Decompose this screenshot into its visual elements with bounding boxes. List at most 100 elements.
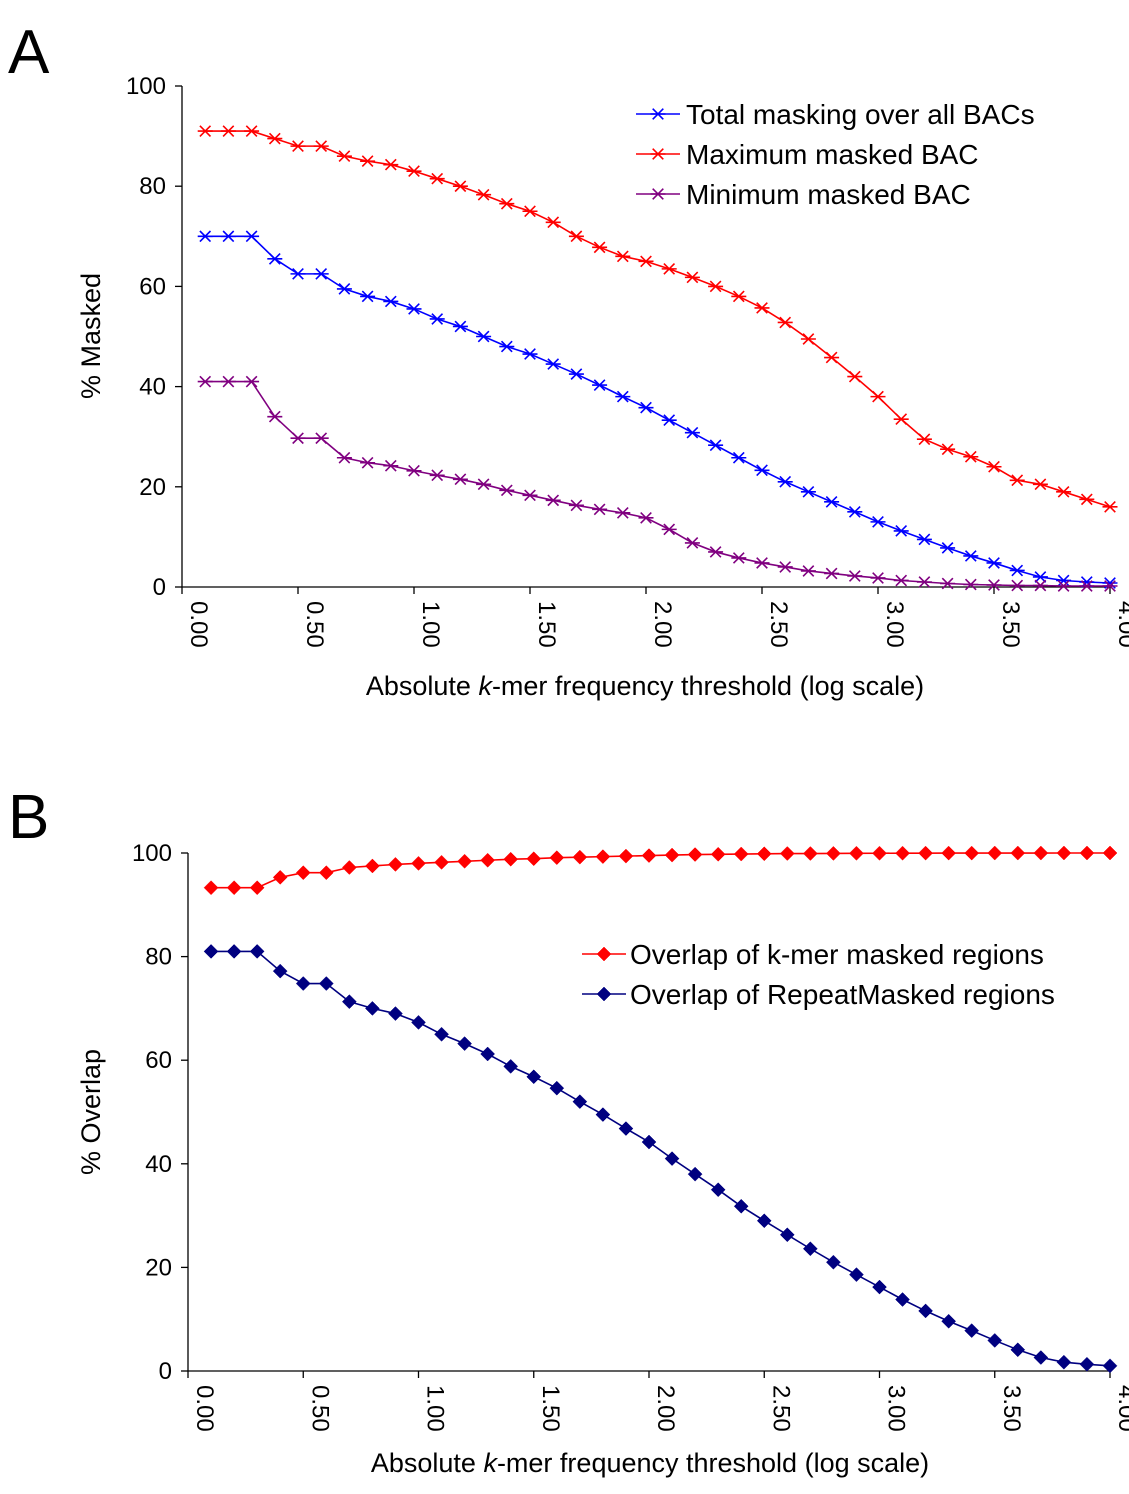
y-tick-label: 20 [139,474,166,501]
data-point [708,280,724,293]
data-point [731,552,747,564]
x-axis-title-part: Absolute [366,671,479,701]
data-point [870,516,886,528]
data-point [918,1303,933,1319]
y-tick-label: 60 [139,273,166,300]
legend-entry: Minimum masked BAC [636,179,971,210]
data-point [964,1323,980,1338]
data-point [313,140,329,152]
data-point [1056,485,1072,498]
data-point [687,1166,703,1182]
data-point [476,478,492,491]
data-point [434,1026,449,1042]
data-point [1032,478,1048,491]
x-tick-label: 0.00 [191,1385,218,1432]
data-point [802,846,818,861]
series-overlap-of-k-mer-masked-regions [203,845,1118,896]
data-point [963,550,979,562]
data-point [267,252,283,265]
data-point [267,132,283,145]
data-point [916,576,932,588]
data-point [986,557,1002,569]
data-point [592,503,608,516]
data-point [595,849,611,864]
data-point [964,845,980,861]
panel-b: B % Overlap Absolute k-mer frequency thr… [8,783,1129,1478]
data-point [733,846,749,862]
x-axis-title-k: k [483,1448,498,1478]
data-point [986,579,1002,591]
data-point [710,846,726,862]
data-point [226,944,242,959]
data-point [383,158,399,171]
data-point [522,205,538,218]
data-point [476,188,492,201]
data-point [708,546,724,558]
data-point [452,320,468,333]
data-point [710,1182,726,1198]
data-point [963,450,979,463]
data-point [618,848,634,864]
data-point [638,401,654,414]
data-point [568,230,584,243]
data-point [388,1006,403,1021]
y-tick-label: 80 [139,173,166,200]
series-total-masking-over-all-bacs [197,230,1118,589]
data-point [360,456,376,469]
data-point [870,390,886,403]
data-point [341,860,357,875]
data-point [1032,579,1048,592]
data-point [941,845,957,861]
data-point [249,944,265,959]
data-point [826,846,841,861]
data-point [526,1069,542,1085]
data-point [203,944,219,959]
data-point [365,1001,380,1016]
data-point [549,850,565,866]
series-line [205,130,1111,508]
data-point [220,375,236,388]
data-point [895,845,910,861]
y-tick-label: 100 [132,840,172,867]
data-point [1079,1356,1095,1372]
data-point [615,506,631,519]
data-point [638,511,654,524]
data-point [572,849,588,865]
x-axis-title-part: -mer frequency threshold (log scale) [492,671,924,701]
series-line [211,950,1111,1367]
data-point [731,451,747,464]
panel-letter: A [8,18,50,87]
data-point [336,150,352,163]
data-point [549,1080,565,1096]
data-point [708,439,724,452]
legend-entry: Total masking over all BACs [636,99,1035,130]
data-point [641,848,657,863]
y-tick-label: 0 [153,574,166,601]
data-point [290,140,306,152]
data-point [756,1213,772,1229]
data-point [244,125,260,137]
data-point [893,574,909,587]
data-point [290,432,306,445]
series-minimum-masked-bac [197,375,1118,592]
data-point [1009,564,1025,577]
x-tick-label: 1.00 [422,1385,449,1432]
x-axis-title-k: k [478,671,493,701]
y-axis-title: % Overlap [76,1049,106,1175]
data-point [800,333,816,345]
data-point [1033,845,1049,861]
data-point [383,295,399,308]
data-point [457,853,472,869]
data-point [1010,845,1026,861]
x-tick-label: 1.50 [533,601,560,648]
data-point [360,155,376,168]
data-point [220,230,236,243]
data-point [941,1313,957,1329]
series-line [205,235,1111,584]
legend-marker [596,986,612,1002]
data-point [1079,845,1095,861]
data-point [893,525,909,537]
data-point [638,255,654,268]
data-point [452,180,468,193]
